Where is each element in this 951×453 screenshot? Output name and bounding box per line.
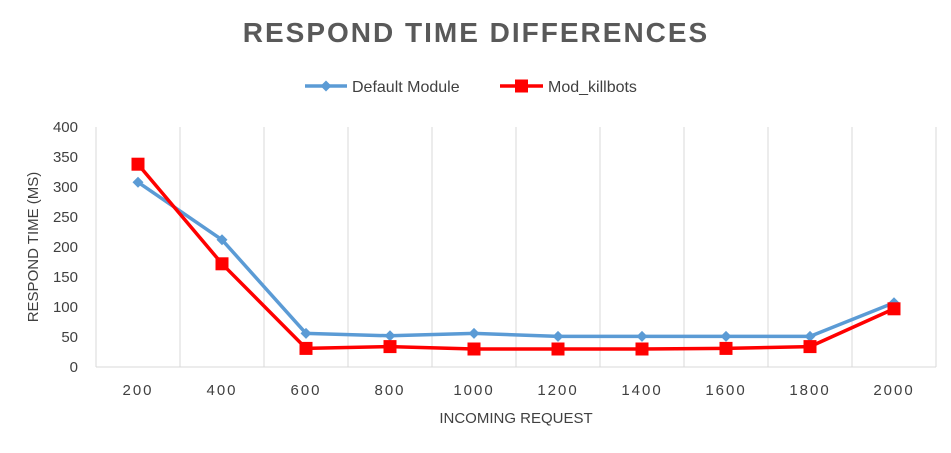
data-point — [467, 342, 481, 356]
data-point — [720, 330, 732, 342]
gridlines — [95, 127, 937, 368]
data-point — [299, 341, 313, 355]
x-tick-label: 2000 — [873, 382, 914, 399]
x-tick-label: 1000 — [453, 382, 494, 399]
series-line — [136, 163, 895, 351]
legend-marker — [320, 80, 332, 92]
y-axis-ticks: 0 50 100 150 200 250 300 350 400 — [53, 119, 78, 376]
data-point — [552, 330, 564, 342]
data-point — [635, 342, 649, 356]
x-tick-label: 1800 — [789, 382, 830, 399]
series-1 — [132, 176, 900, 342]
x-tick-label: 1600 — [705, 382, 746, 399]
y-tick-label: 300 — [53, 179, 78, 196]
data-point — [804, 330, 816, 342]
data-point — [384, 330, 396, 342]
y-tick-label: 400 — [53, 119, 78, 136]
chart-title: RESPOND TIME DIFFERENCES — [243, 17, 709, 48]
y-tick-label: 100 — [53, 299, 78, 316]
data-point — [636, 330, 648, 342]
data-point — [216, 234, 228, 246]
x-tick-label: 600 — [290, 382, 321, 399]
data-point — [803, 340, 817, 354]
y-tick-label: 250 — [53, 209, 78, 226]
y-tick-label: 350 — [53, 149, 78, 166]
data-point — [719, 341, 733, 355]
x-tick-label: 1400 — [621, 382, 662, 399]
data-point — [887, 302, 901, 316]
series-2 — [131, 157, 901, 356]
data-point — [131, 157, 145, 171]
y-tick-label: 0 — [70, 359, 78, 376]
data-point — [300, 327, 312, 339]
legend-label: Mod_killbots — [548, 79, 637, 96]
data-point — [468, 327, 480, 339]
x-tick-label: 1200 — [537, 382, 578, 399]
legend-item: Default Module — [305, 79, 460, 96]
y-tick-label: 200 — [53, 239, 78, 256]
x-axis-title: INCOMING REQUEST — [439, 410, 592, 427]
legend-marker — [515, 79, 528, 93]
series-layer — [131, 157, 901, 356]
legend: Default Module Mod_killbots — [305, 79, 637, 96]
data-point — [132, 176, 144, 188]
y-tick-label: 50 — [61, 329, 78, 346]
series-line — [137, 180, 895, 339]
x-axis-ticks: 200 400 600 800 1000 1200 1400 1600 1800 2000 — [122, 382, 914, 399]
x-tick-label: 200 — [122, 382, 153, 399]
legend-label: Default Module — [352, 79, 460, 96]
data-point — [383, 340, 397, 354]
x-tick-label: 400 — [206, 382, 237, 399]
y-tick-label: 150 — [53, 269, 78, 286]
x-tick-label: 800 — [374, 382, 405, 399]
data-point — [551, 342, 565, 356]
legend-item: Mod_killbots — [500, 79, 637, 96]
y-axis-title: RESPOND TIME (MS) — [25, 172, 42, 323]
data-point — [215, 257, 229, 271]
